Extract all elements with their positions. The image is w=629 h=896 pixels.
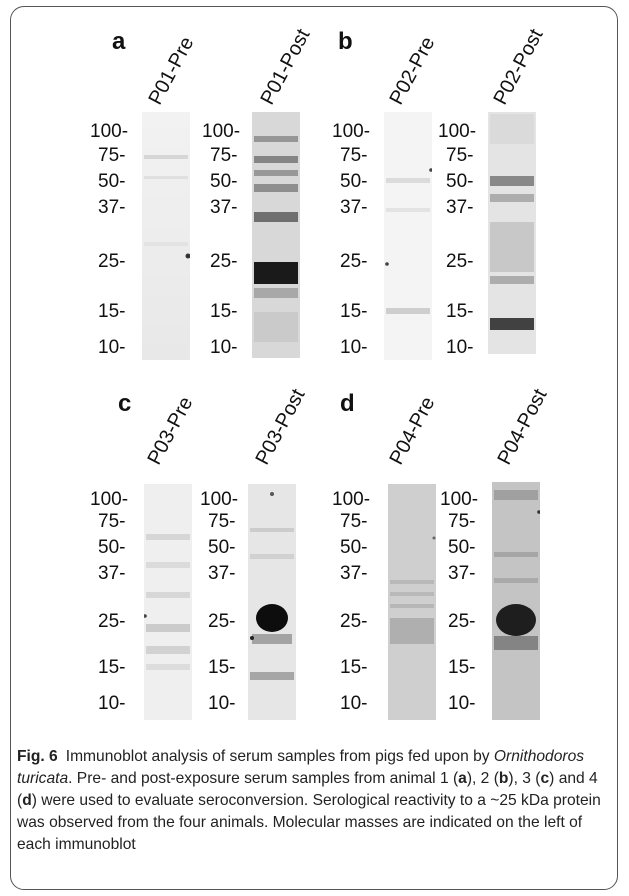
mw-marker-50: 50-	[340, 537, 368, 558]
mw-marker-75: 75-	[340, 145, 368, 166]
mw-marker-100: 100-	[332, 121, 371, 142]
panel-ref-b: b	[498, 770, 509, 787]
panel-a: a P01-Pre P01-Post 100- 75- 50- 37- 25- …	[90, 20, 330, 380]
mw-marker-37: 37-	[98, 563, 126, 584]
mw-marker-50: 50-	[210, 171, 238, 192]
blot-lane-post	[252, 112, 300, 358]
mw-marker-100: 100-	[440, 489, 479, 510]
mw-marker-37: 37-	[340, 563, 368, 584]
caption-text: ) were used to evaluate seroconversion. …	[17, 792, 601, 853]
blot-lane-pre	[384, 112, 432, 360]
blot-lane-post	[248, 484, 296, 720]
mw-marker-25: 25-	[340, 251, 368, 272]
mw-marker-50: 50-	[340, 171, 368, 192]
lane-label-post: P03-Post	[251, 385, 310, 469]
mw-marker-15: 15-	[208, 657, 236, 678]
mw-marker-37: 37-	[210, 197, 238, 218]
panel-d: d P04-Pre P04-Post 100- 75- 50- 37- 25- …	[332, 380, 576, 740]
mw-marker-50: 50-	[98, 537, 126, 558]
immunoblot-panels: a P01-Pre P01-Post 100- 75- 50- 37- 25- …	[90, 20, 576, 740]
mw-marker-37: 37-	[446, 197, 474, 218]
mw-marker-75: 75-	[210, 145, 238, 166]
lane-label-pre: P02-Pre	[385, 33, 440, 109]
mw-marker-100: 100-	[332, 489, 371, 510]
mw-marker-37: 37-	[208, 563, 236, 584]
blot-lane-post	[488, 112, 536, 354]
caption-text: . Pre- and post-exposure serum samples f…	[68, 770, 459, 787]
mw-marker-10: 10-	[340, 693, 368, 714]
mw-marker-15: 15-	[448, 657, 476, 678]
mw-marker-50: 50-	[208, 537, 236, 558]
caption-text: ), 3 (	[508, 770, 541, 787]
mw-marker-25: 25-	[448, 611, 476, 632]
blot-lane-post	[492, 482, 540, 720]
panel-letter: a	[112, 28, 126, 55]
mw-marker-10: 10-	[448, 693, 476, 714]
caption-text: Immunoblot analysis of serum samples fro…	[65, 748, 494, 765]
mw-marker-25: 25-	[446, 251, 474, 272]
mw-marker-50: 50-	[446, 171, 474, 192]
panel-ref-c: c	[540, 770, 550, 787]
mw-marker-75: 75-	[98, 145, 126, 166]
mw-marker-10: 10-	[446, 337, 474, 358]
lane-label-post: P02-Post	[489, 25, 548, 109]
mw-marker-10: 10-	[210, 337, 238, 358]
lane-label-post: P01-Post	[256, 25, 315, 109]
mw-marker-10: 10-	[208, 693, 236, 714]
mw-marker-10: 10-	[98, 337, 126, 358]
mw-marker-25: 25-	[210, 251, 238, 272]
blot-lane-pre	[388, 484, 436, 720]
mw-marker-100: 100-	[90, 121, 129, 142]
mw-marker-10: 10-	[340, 337, 368, 358]
mw-marker-25: 25-	[340, 611, 368, 632]
lane-label-post: P04-Post	[493, 385, 552, 469]
panel-ref-d: d	[22, 792, 32, 809]
panel-letter: d	[340, 390, 355, 417]
mw-marker-37: 37-	[448, 563, 476, 584]
mw-marker-50: 50-	[448, 537, 476, 558]
lane-label-pre: P03-Pre	[143, 393, 198, 469]
panel-letter: c	[118, 390, 132, 417]
caption-text: ) and 4 (	[17, 770, 598, 809]
lane-label-pre: P01-Pre	[144, 33, 199, 109]
figure-label: Fig. 6	[17, 748, 58, 765]
mw-marker-15: 15-	[340, 301, 368, 322]
figure-caption: Fig. 6 Immunoblot analysis of serum sampl…	[17, 746, 609, 856]
mw-marker-75: 75-	[208, 511, 236, 532]
lane-label-pre: P04-Pre	[385, 393, 440, 469]
mw-marker-25: 25-	[98, 611, 126, 632]
mw-marker-75: 75-	[448, 511, 476, 532]
mw-marker-100: 100-	[202, 121, 241, 142]
mw-marker-75: 75-	[340, 511, 368, 532]
mw-marker-15: 15-	[210, 301, 238, 322]
caption-text: ), 2 (	[466, 770, 499, 787]
panel-letter: b	[338, 28, 353, 55]
mw-marker-37: 37-	[98, 197, 126, 218]
panel-ref-a: a	[458, 770, 467, 787]
species-name: Ornithodoros turicata	[17, 748, 585, 787]
mw-marker-15: 15-	[340, 657, 368, 678]
mw-marker-100: 100-	[200, 489, 239, 510]
blot-lane-pre	[142, 112, 190, 360]
mw-marker-75: 75-	[98, 511, 126, 532]
mw-marker-25: 25-	[98, 251, 126, 272]
mw-marker-50: 50-	[98, 171, 126, 192]
mw-marker-15: 15-	[98, 657, 126, 678]
blot-lane-pre	[144, 484, 192, 720]
mw-marker-100: 100-	[90, 489, 129, 510]
mw-marker-15: 15-	[98, 301, 126, 322]
mw-marker-75: 75-	[446, 145, 474, 166]
mw-marker-15: 15-	[446, 301, 474, 322]
mw-marker-25: 25-	[208, 611, 236, 632]
panel-c: c P03-Pre P03-Post 100- 75- 50- 37- 25- …	[90, 380, 330, 740]
mw-marker-10: 10-	[98, 693, 126, 714]
panel-b: b P02-Pre P02-Post 100- 75- 50- 37- 25- …	[332, 20, 576, 380]
mw-marker-100: 100-	[438, 121, 477, 142]
mw-marker-37: 37-	[340, 197, 368, 218]
